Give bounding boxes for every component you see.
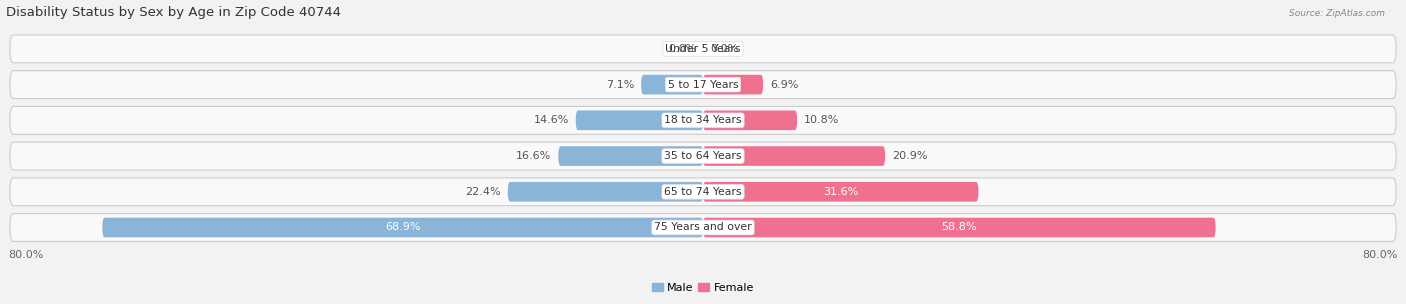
Text: 10.8%: 10.8% xyxy=(804,115,839,125)
Text: 18 to 34 Years: 18 to 34 Years xyxy=(664,115,742,125)
Text: 14.6%: 14.6% xyxy=(533,115,569,125)
Legend: Male, Female: Male, Female xyxy=(647,278,759,297)
FancyBboxPatch shape xyxy=(703,111,797,130)
Text: 20.9%: 20.9% xyxy=(893,151,928,161)
FancyBboxPatch shape xyxy=(575,111,703,130)
Text: 5 to 17 Years: 5 to 17 Years xyxy=(668,80,738,90)
FancyBboxPatch shape xyxy=(10,178,1396,206)
Text: 0.0%: 0.0% xyxy=(668,44,696,54)
Text: 22.4%: 22.4% xyxy=(465,187,501,197)
FancyBboxPatch shape xyxy=(10,35,1396,63)
FancyBboxPatch shape xyxy=(10,214,1396,241)
Text: 0.0%: 0.0% xyxy=(710,44,738,54)
Text: Disability Status by Sex by Age in Zip Code 40744: Disability Status by Sex by Age in Zip C… xyxy=(6,5,340,19)
FancyBboxPatch shape xyxy=(703,182,979,202)
FancyBboxPatch shape xyxy=(10,142,1396,170)
Text: 7.1%: 7.1% xyxy=(606,80,634,90)
Text: Under 5 Years: Under 5 Years xyxy=(665,44,741,54)
Text: 16.6%: 16.6% xyxy=(516,151,551,161)
Text: 80.0%: 80.0% xyxy=(1362,250,1398,260)
Text: 31.6%: 31.6% xyxy=(823,187,859,197)
Text: 65 to 74 Years: 65 to 74 Years xyxy=(664,187,742,197)
FancyBboxPatch shape xyxy=(703,218,1216,237)
FancyBboxPatch shape xyxy=(703,75,763,95)
FancyBboxPatch shape xyxy=(10,106,1396,134)
Text: 75 Years and over: 75 Years and over xyxy=(654,223,752,233)
Text: 68.9%: 68.9% xyxy=(385,223,420,233)
FancyBboxPatch shape xyxy=(508,182,703,202)
Text: 58.8%: 58.8% xyxy=(942,223,977,233)
FancyBboxPatch shape xyxy=(558,146,703,166)
Text: 35 to 64 Years: 35 to 64 Years xyxy=(664,151,742,161)
FancyBboxPatch shape xyxy=(641,75,703,95)
Text: Source: ZipAtlas.com: Source: ZipAtlas.com xyxy=(1289,9,1385,18)
FancyBboxPatch shape xyxy=(703,146,886,166)
Text: 80.0%: 80.0% xyxy=(8,250,44,260)
Text: 6.9%: 6.9% xyxy=(770,80,799,90)
FancyBboxPatch shape xyxy=(103,218,703,237)
FancyBboxPatch shape xyxy=(10,71,1396,98)
